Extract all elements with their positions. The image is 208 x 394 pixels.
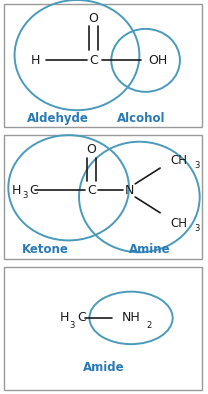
Text: OH: OH <box>149 54 168 67</box>
Text: 2: 2 <box>146 321 151 330</box>
Text: Alcohol: Alcohol <box>117 112 166 125</box>
Text: Aldehyde: Aldehyde <box>27 112 89 125</box>
Text: C: C <box>87 184 96 197</box>
Text: CH: CH <box>171 154 188 167</box>
Text: O: O <box>89 12 99 25</box>
Text: 3: 3 <box>194 161 200 170</box>
Text: 3: 3 <box>70 321 75 330</box>
Text: H: H <box>59 311 69 324</box>
Text: CH: CH <box>171 217 188 230</box>
Text: Amine: Amine <box>129 243 171 256</box>
Text: H: H <box>31 54 40 67</box>
Text: C: C <box>29 184 38 197</box>
Text: H: H <box>11 184 21 197</box>
Text: C: C <box>77 311 86 324</box>
Text: NH: NH <box>122 311 140 324</box>
Text: C: C <box>89 54 98 67</box>
Text: Amide: Amide <box>83 361 125 374</box>
Text: Ketone: Ketone <box>22 243 69 256</box>
Text: 3: 3 <box>194 224 200 233</box>
Text: N: N <box>124 184 134 197</box>
Text: O: O <box>87 143 97 156</box>
Text: 3: 3 <box>22 191 27 200</box>
